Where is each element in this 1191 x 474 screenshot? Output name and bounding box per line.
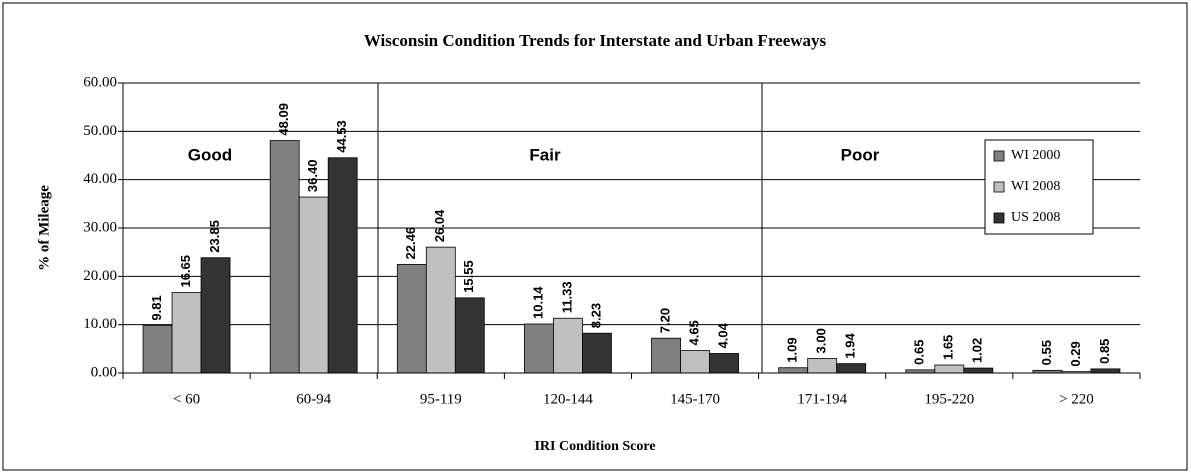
data-label: 4.04 [716,322,731,348]
bar [553,317,583,374]
bar [454,297,485,374]
data-label: 0.85 [1097,339,1112,364]
bar [963,367,994,374]
data-label: 1.94 [843,333,858,359]
data-label: 9.81 [149,295,164,320]
bar [327,157,358,374]
data-label: 8.23 [588,303,603,328]
legend-label: WI 2008 [1011,179,1060,194]
bar [582,332,612,374]
bar [680,350,710,374]
x-tick-label: < 60 [173,391,200,407]
bar [836,363,867,374]
data-label: 26.04 [432,209,447,242]
data-label: 0.65 [912,340,927,365]
y-tick-label: 40.00 [83,171,117,187]
data-label: 44.53 [334,120,349,153]
x-tick-label: 171-194 [797,391,847,407]
bar [425,246,456,374]
data-label: 16.65 [178,255,193,288]
y-tick-label: 10.00 [83,316,117,332]
data-label: 10.14 [530,286,545,319]
legend-label: WI 2000 [1011,148,1060,163]
data-label: 11.33 [559,281,574,313]
x-tick-label: 145-170 [670,391,720,407]
y-tick-label: 20.00 [83,268,117,284]
y-tick-label: 60.00 [83,74,117,90]
x-tick-label: 195-220 [924,391,974,407]
bar [171,292,202,374]
data-label: 1.65 [941,335,956,360]
data-label: 1.09 [785,337,800,362]
bar [1090,368,1121,374]
bar [807,358,838,374]
bar [709,353,739,374]
bar [778,367,809,374]
y-axis-title: % of Mileage [36,185,52,271]
data-label: 15.55 [461,260,476,293]
data-label: 3.00 [814,328,829,353]
bar [934,364,965,374]
data-label: 48.09 [276,103,291,136]
legend-swatch [993,181,1005,193]
data-label: 23.85 [207,220,222,253]
y-tick-label: 50.00 [83,123,117,139]
bar [142,325,173,374]
x-tick-label: > 220 [1059,391,1094,407]
bar [298,196,329,374]
annotation: Good [188,145,232,164]
x-tick-label: 95-119 [420,391,462,407]
data-label: 22.46 [403,227,418,260]
y-tick-label: 0.00 [91,364,117,380]
bar [200,257,231,374]
annotation: Poor [841,145,880,164]
x-tick-label: 60-94 [296,391,331,407]
legend-swatch [993,150,1005,162]
x-axis-title: IRI Condition Score [534,439,655,454]
bar [524,323,554,374]
data-label: 1.02 [970,338,985,363]
data-label: 4.65 [687,320,702,345]
bar [651,337,681,374]
data-label: 36.40 [305,160,320,193]
annotation: Fair [529,145,561,164]
bar [396,264,427,374]
data-label: 7.20 [658,308,673,333]
data-label: 0.29 [1068,341,1083,366]
legend-label: US 2008 [1011,210,1060,225]
bar [269,140,300,374]
legend-swatch [993,212,1005,224]
data-label: 0.55 [1039,340,1054,365]
y-tick-label: 30.00 [83,219,117,235]
chart-title: Wisconsin Condition Trends for Interstat… [364,31,827,50]
x-tick-label: 120-144 [543,391,593,407]
